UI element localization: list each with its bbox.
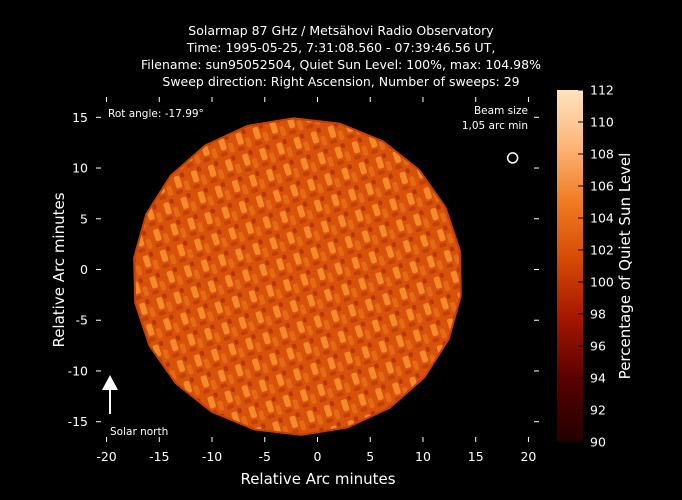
rot-angle-label: Rot angle: -17.99° [108,108,204,120]
title-line-2: Time: 1995-05-25, 7:31:08.560 - 07:39:46… [186,40,496,55]
colorbar-tick-label: 112 [590,83,614,98]
colorbar-tick-label: 90 [590,435,606,450]
x-tick-label: 20 [520,449,536,464]
solar-disk [134,118,461,435]
x-tick-label: -10 [202,449,222,464]
colorbar-tick-label: 110 [590,115,614,130]
y-tick-label: 5 [80,211,88,226]
title-line-4: Sweep direction: Right Ascension, Number… [162,74,520,89]
x-tick-label: 10 [415,449,431,464]
y-tick-label: -15 [68,414,88,429]
x-tick-label: 5 [366,449,374,464]
y-tick-label: 10 [72,161,88,176]
title-line-1: Solarmap 87 GHz / Metsähovi Radio Observ… [188,23,494,38]
x-axis-label: Relative Arc minutes [240,470,395,488]
y-tick-label: -10 [68,363,88,378]
x-tick-label: -5 [259,449,271,464]
colorbar-tick-label: 98 [590,307,606,322]
y-tick-label: 15 [72,110,88,125]
y-axis-label: Relative Arc minutes [50,192,68,347]
beam-size-value: 1,05 arc min [462,120,528,132]
colorbar-ticks: 90 92 94 96 98 100 102 104 106 108 110 112 [578,83,614,450]
y-tick-label: -5 [76,313,88,328]
beam-size-label: Beam size [474,105,528,117]
y-tick-label: 0 [80,262,88,277]
colorbar-tick-label: 106 [590,179,614,194]
plot-area [96,97,539,442]
solar-north-arrow [102,375,118,414]
x-axis: -20 -15 -10 -5 0 5 10 15 20 [96,97,536,464]
x-tick-label: -15 [149,449,169,464]
solar-disk-limb [133,117,462,436]
x-tick-label: 0 [314,449,322,464]
colorbar-tick-label: 102 [590,243,614,258]
colorbar-label: Percentage of Quiet Sun Level [616,153,634,380]
colorbar-tick-label: 108 [590,147,614,162]
colorbar [557,90,583,442]
x-tick-label: 15 [468,449,484,464]
colorbar-tick-label: 94 [590,371,606,386]
x-tick-label: -20 [96,449,116,464]
colorbar-tick-label: 104 [590,211,614,226]
y-axis: 15 10 5 0 -5 -10 -15 [68,110,539,429]
solar-north-label: Solar north [110,426,168,438]
colorbar-tick-label: 96 [590,339,606,354]
beam-size-circle [506,152,519,164]
colorbar-tick-label: 92 [590,403,606,418]
colorbar-tick-label: 100 [590,275,614,290]
title-line-3: Filename: sun95052504, Quiet Sun Level: … [141,57,541,72]
